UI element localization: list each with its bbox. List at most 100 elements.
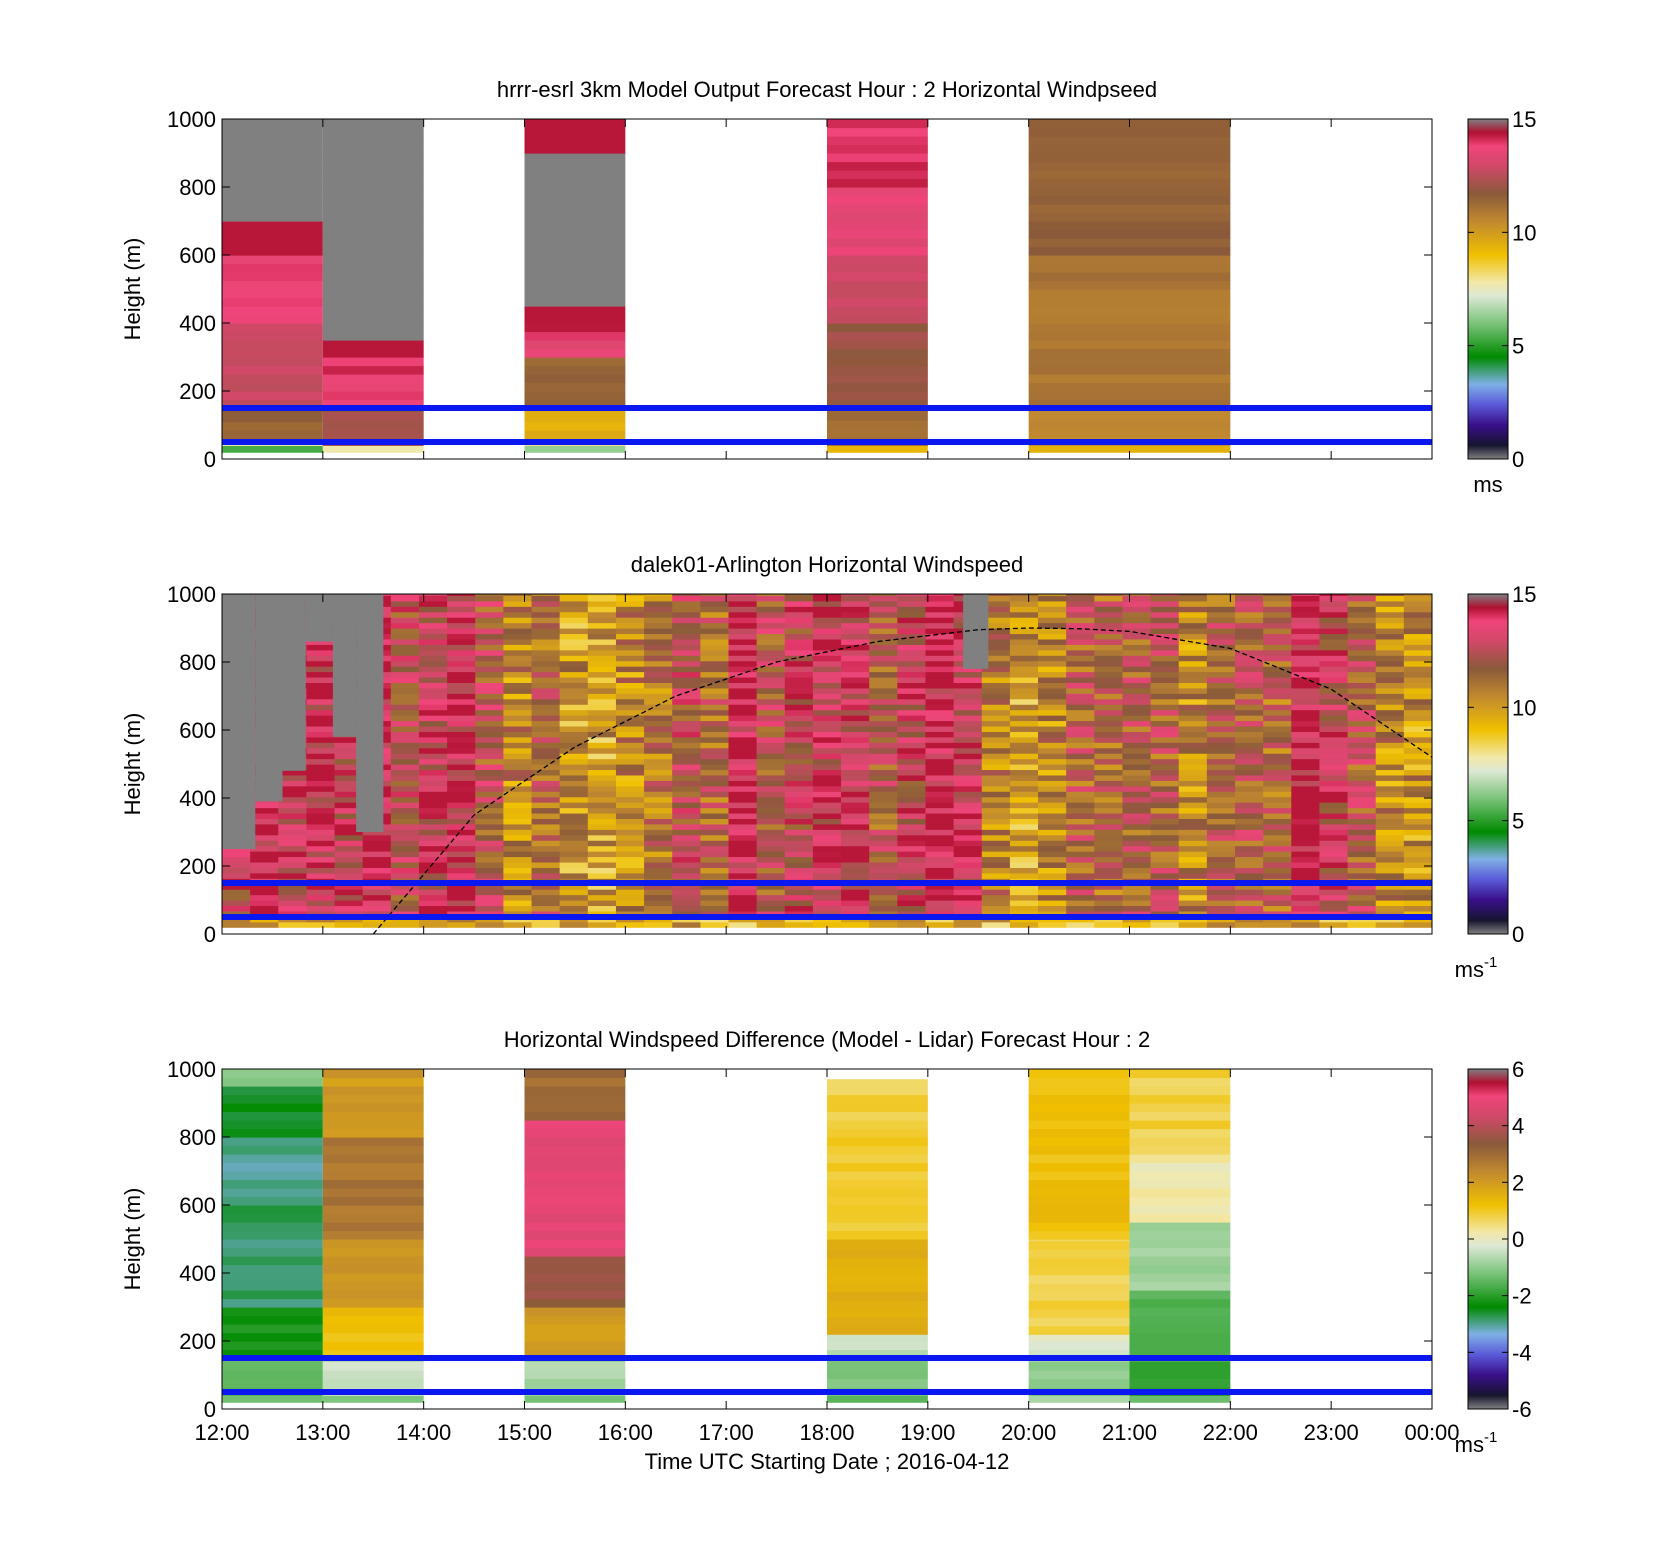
heatmap-cell bbox=[1150, 883, 1180, 890]
heatmap-cell bbox=[756, 606, 786, 613]
heatmap-cell bbox=[1206, 905, 1236, 912]
heatmap-cell bbox=[644, 894, 673, 901]
heatmap-cell bbox=[1206, 693, 1236, 700]
heatmap-cell bbox=[306, 687, 336, 694]
heatmap-cell bbox=[503, 894, 533, 901]
heatmap-cell bbox=[1178, 666, 1208, 673]
heatmap-cell bbox=[222, 894, 251, 901]
heatmap-cell bbox=[559, 666, 589, 673]
heatmap-cell bbox=[1178, 791, 1208, 798]
heatmap-cell bbox=[841, 622, 870, 629]
heatmap-cell bbox=[728, 921, 758, 928]
heatmap-cell bbox=[953, 791, 983, 798]
heatmap-cell bbox=[1263, 676, 1292, 683]
heatmap-cell bbox=[1009, 704, 1039, 711]
heatmap-cell bbox=[447, 720, 476, 727]
heatmap-cell bbox=[1066, 594, 1095, 596]
heatmap-cell bbox=[756, 600, 786, 607]
heatmap-cell bbox=[390, 764, 420, 771]
heatmap-cell bbox=[1122, 856, 1152, 863]
x-tick-label: 21:00 bbox=[1102, 1420, 1157, 1445]
heatmap-cell bbox=[1206, 807, 1236, 814]
heatmap-cell bbox=[728, 856, 758, 863]
heatmap-cell bbox=[322, 263, 424, 273]
heatmap-cell bbox=[827, 1249, 928, 1259]
heatmap-cell bbox=[1375, 861, 1405, 868]
heatmap-cell bbox=[1129, 1290, 1231, 1300]
heatmap-cell bbox=[1403, 796, 1432, 803]
heatmap-cell bbox=[1347, 883, 1377, 890]
heatmap-cell bbox=[897, 742, 927, 749]
heatmap-cell bbox=[524, 1281, 626, 1291]
heatmap-cell bbox=[503, 845, 533, 852]
heatmap-cell bbox=[1028, 1317, 1130, 1327]
heatmap-cell bbox=[1028, 1249, 1130, 1259]
y-tick-label: 400 bbox=[179, 311, 216, 336]
heatmap-cell bbox=[587, 666, 617, 673]
heatmap-cell bbox=[1403, 900, 1432, 907]
heatmap-cell bbox=[1009, 780, 1039, 787]
heatmap-cell bbox=[559, 851, 589, 858]
heatmap-cell bbox=[1178, 856, 1208, 863]
heatmap-cell bbox=[531, 769, 561, 776]
heatmap-cell bbox=[1028, 357, 1231, 367]
heatmap-cell bbox=[925, 698, 955, 705]
heatmap-cell bbox=[784, 617, 814, 624]
heatmap-cell bbox=[1263, 861, 1292, 868]
heatmap-cell bbox=[306, 900, 336, 907]
heatmap-cell bbox=[812, 606, 842, 613]
heatmap-cell bbox=[1319, 829, 1349, 836]
heatmap-cell bbox=[981, 693, 1011, 700]
heatmap-cell bbox=[1347, 660, 1377, 667]
heatmap-cell bbox=[700, 845, 730, 852]
heatmap-cell bbox=[700, 660, 730, 667]
heatmap-cell bbox=[334, 845, 364, 852]
heatmap-cell bbox=[322, 1324, 424, 1334]
heatmap-cell bbox=[322, 365, 424, 375]
heatmap-cell bbox=[1206, 638, 1236, 645]
heatmap-cell bbox=[869, 676, 898, 683]
heatmap-cell bbox=[1038, 644, 1067, 651]
heatmap-cell bbox=[1028, 280, 1231, 290]
heatmap-cell bbox=[1009, 764, 1039, 771]
heatmap-cell bbox=[728, 796, 758, 803]
heatmap-cell bbox=[1178, 660, 1208, 667]
heatmap-cell bbox=[1347, 595, 1377, 602]
heatmap-cell bbox=[1347, 720, 1377, 727]
heatmap-cell bbox=[1028, 1239, 1130, 1242]
heatmap-cell bbox=[278, 840, 308, 847]
heatmap-cell bbox=[1403, 595, 1432, 602]
heatmap-cell bbox=[1129, 1145, 1231, 1155]
heatmap-cell bbox=[1028, 314, 1231, 324]
heatmap-cell bbox=[841, 867, 870, 874]
heatmap-cell bbox=[981, 594, 1011, 596]
heatmap-cell bbox=[250, 845, 279, 852]
heatmap-cell bbox=[278, 856, 308, 863]
heatmap-cell bbox=[1319, 774, 1349, 781]
heatmap-cell bbox=[1009, 785, 1039, 792]
heatmap-cell bbox=[559, 910, 589, 917]
heatmap-cell bbox=[1038, 796, 1067, 803]
heatmap-cell bbox=[1129, 1222, 1231, 1232]
heatmap-cell bbox=[1150, 840, 1180, 847]
heatmap-cell bbox=[728, 742, 758, 749]
heatmap-cell bbox=[1319, 818, 1349, 825]
heatmap-cell bbox=[615, 742, 645, 749]
heatmap-cell bbox=[362, 829, 392, 836]
heatmap-cell bbox=[1038, 660, 1067, 667]
heatmap-cell bbox=[812, 693, 842, 700]
heatmap-cell bbox=[1347, 796, 1377, 803]
heatmap-cell bbox=[925, 900, 955, 907]
heatmap-cell bbox=[1206, 633, 1236, 640]
heatmap-cell bbox=[981, 720, 1011, 727]
heatmap-cell bbox=[1206, 785, 1236, 792]
heatmap-cell bbox=[1009, 594, 1039, 596]
heatmap-cell bbox=[1028, 411, 1231, 421]
heatmap-cell bbox=[1178, 747, 1208, 754]
heatmap-cell bbox=[700, 687, 730, 694]
heatmap-cell bbox=[1009, 867, 1039, 874]
heatmap-cell bbox=[1206, 823, 1236, 830]
heatmap-cell bbox=[475, 872, 504, 879]
colorbar-tick-label: 0 bbox=[1512, 1227, 1524, 1252]
heatmap-cell bbox=[728, 769, 758, 776]
